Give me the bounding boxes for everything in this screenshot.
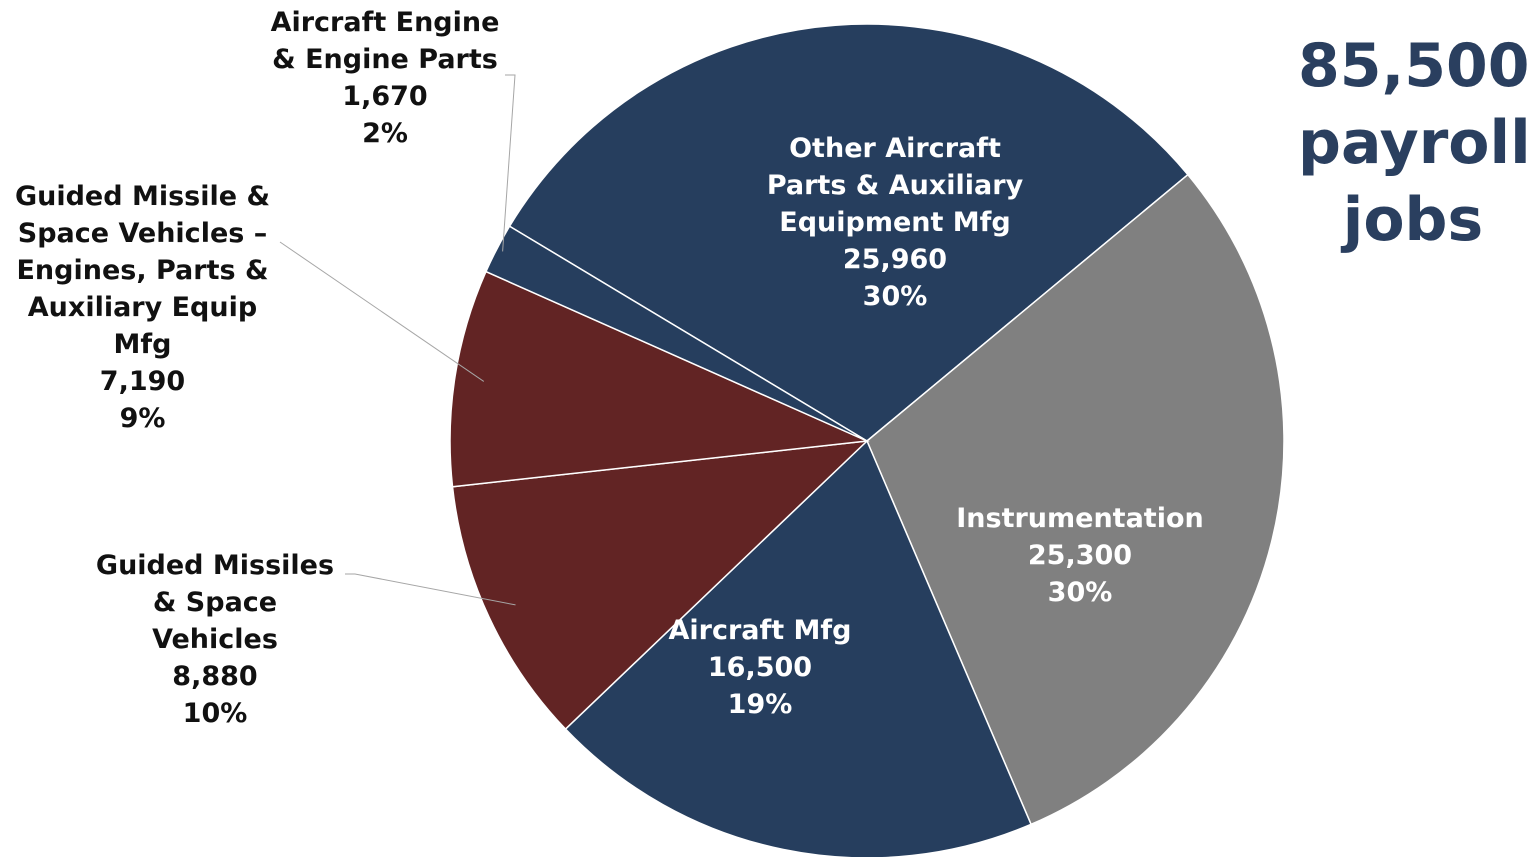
slice-name-line: Space Vehicles – <box>17 218 268 249</box>
slice-name-line: & Engine Parts <box>272 44 498 75</box>
slice-name-line: Guided Missile & <box>14 181 271 212</box>
slice-name-line: Other Aircraft <box>789 133 1001 164</box>
slice-value-label: 8,880 <box>172 661 258 692</box>
slice-value-label: 25,300 <box>1027 540 1133 571</box>
total-jobs-caption: jobs <box>1342 185 1484 255</box>
slice-label-1: Other Aircraft Parts & Auxiliary Equipment… <box>745 130 1045 315</box>
pie-slice-4 <box>451 440 870 731</box>
slice-name-line: Guided Missiles <box>95 550 335 581</box>
slice-label-3: Aircraft Mfg 16,500 19% <box>640 612 880 723</box>
slice-name-line: Aircraft Engine <box>270 7 500 38</box>
slice-name-line: Vehicles <box>152 624 278 655</box>
total-jobs-unit: payroll <box>1298 108 1531 178</box>
slice-value-label: 16,500 <box>707 652 813 683</box>
slice-name-line: Instrumentation <box>956 503 1204 534</box>
pie-slice-1 <box>508 23 1189 442</box>
slice-percent-label: 19% <box>727 689 793 720</box>
slice-value-label: 7,190 <box>99 366 186 397</box>
total-jobs-value: 85,500 <box>1298 31 1530 101</box>
pie-slice-5 <box>449 270 870 488</box>
total-jobs-callout: 85,500 payroll jobs <box>1298 28 1531 259</box>
slice-name-line: & Space <box>152 587 278 618</box>
pie-slice-6 <box>484 225 868 442</box>
pie-slice-3 <box>564 439 1033 857</box>
slice-name-line: Engines, Parts & <box>16 255 269 286</box>
slice-value-label: 1,670 <box>342 81 428 112</box>
leader-line-5 <box>279 241 485 382</box>
slice-label-2: Instrumentation 25,300 30% <box>935 500 1225 611</box>
slice-label-6: Aircraft Engine & Engine Parts 1,670 2% <box>250 4 520 152</box>
slice-percent-label: 30% <box>862 281 928 312</box>
slice-label-4: Guided Missiles & Space Vehicles 8,880 10% <box>85 547 345 732</box>
slice-name-line: Auxiliary Equip <box>27 292 258 323</box>
slice-name-line: Parts & Auxiliary <box>766 170 1024 201</box>
pie-slice-2 <box>866 173 1285 826</box>
slice-percent-label: 10% <box>182 698 248 729</box>
leader-line-6 <box>502 74 516 252</box>
slice-value-label: 25,960 <box>842 244 948 275</box>
slice-percent-label: 2% <box>362 118 408 149</box>
slice-name-line: Mfg <box>113 329 172 360</box>
slice-name-line: Equipment Mfg <box>779 207 1011 238</box>
slice-label-5: Guided Missile & Space Vehicles – Engines,… <box>5 178 280 437</box>
leader-line-4 <box>345 573 516 606</box>
slice-name-line: Aircraft Mfg <box>668 615 852 646</box>
slice-percent-label: 30% <box>1047 577 1113 608</box>
slice-percent-label: 9% <box>119 403 166 434</box>
